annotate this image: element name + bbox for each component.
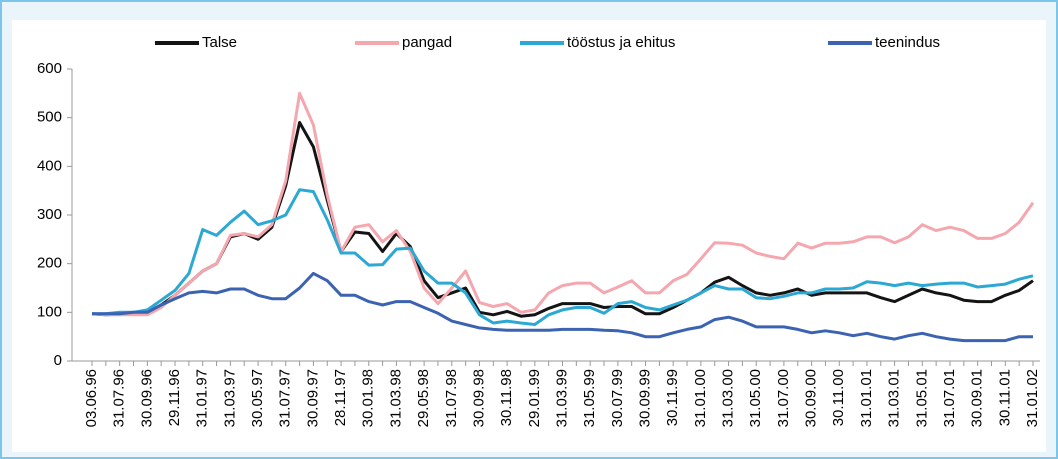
x-tick-label: 31.03.99 xyxy=(553,369,570,427)
x-tick-label: 31.03.98 xyxy=(387,369,404,427)
y-tick-label: 0 xyxy=(54,352,62,369)
x-tick-label: 31.03.00 xyxy=(720,369,737,427)
x-tick-label: 31.07.98 xyxy=(443,369,460,427)
y-tick-label: 400 xyxy=(37,157,62,174)
x-tick-label: 30.09.98 xyxy=(470,369,487,427)
x-tick-label: 31.01.02 xyxy=(1024,369,1041,427)
x-tick-label: 31.07.01 xyxy=(941,369,958,427)
y-tick-label: 100 xyxy=(37,303,62,320)
x-tick-label: 30.09.99 xyxy=(636,369,653,427)
x-tick-label: 30.11.00 xyxy=(830,369,847,426)
x-tick-label: 30.09.97 xyxy=(304,369,321,427)
y-tick-label: 500 xyxy=(37,109,62,126)
legend-label: tööstus ja ehitus xyxy=(567,34,675,51)
y-tick-label: 200 xyxy=(37,255,62,272)
x-tick-label: 30.11.99 xyxy=(664,369,681,426)
legend-label: Talse xyxy=(202,34,237,51)
series-line xyxy=(92,188,1034,326)
x-tick-label: 31.07.97 xyxy=(277,369,294,427)
x-tick-label: 30.01.98 xyxy=(360,369,377,427)
x-tick-label: 31.05.00 xyxy=(747,369,764,427)
x-tick-label: 28.11.97 xyxy=(332,369,349,426)
x-tick-label: 03.06.96 xyxy=(83,369,100,427)
series-line xyxy=(92,271,1033,343)
x-tick-label: 31.01.97 xyxy=(194,369,211,427)
series-line xyxy=(91,91,1035,317)
x-tick-label: 29.01.99 xyxy=(526,369,543,427)
x-tick-label: 30.11.98 xyxy=(498,369,515,426)
legend-label: teenindus xyxy=(875,34,940,51)
x-tick-label: 31.05.99 xyxy=(581,369,598,427)
x-tick-label: 31.03.97 xyxy=(221,369,238,427)
x-tick-label: 31.01.01 xyxy=(858,369,875,427)
x-tick-label: 29.11.96 xyxy=(166,369,183,426)
x-tick-label: 30.05.97 xyxy=(249,369,266,427)
x-tick-label: 30.09.01 xyxy=(969,369,986,427)
x-tick-label: 31.03.01 xyxy=(886,369,903,427)
x-tick-label: 29.05.98 xyxy=(415,369,432,427)
y-tick-label: 600 xyxy=(37,60,62,77)
x-tick-label: 30.07.99 xyxy=(609,369,626,427)
x-tick-label: 30.11.01 xyxy=(996,369,1013,426)
x-tick-label: 30.09.00 xyxy=(803,369,820,427)
x-tick-label: 30.09.96 xyxy=(138,369,155,427)
x-tick-label: 31.07.96 xyxy=(111,369,128,427)
y-tick-label: 300 xyxy=(37,206,62,223)
legend-label: pangad xyxy=(402,34,452,51)
x-tick-label: 31.07.00 xyxy=(775,369,792,427)
x-tick-label: 31.05.01 xyxy=(913,369,930,427)
x-tick-label: 31.01.00 xyxy=(692,369,709,427)
